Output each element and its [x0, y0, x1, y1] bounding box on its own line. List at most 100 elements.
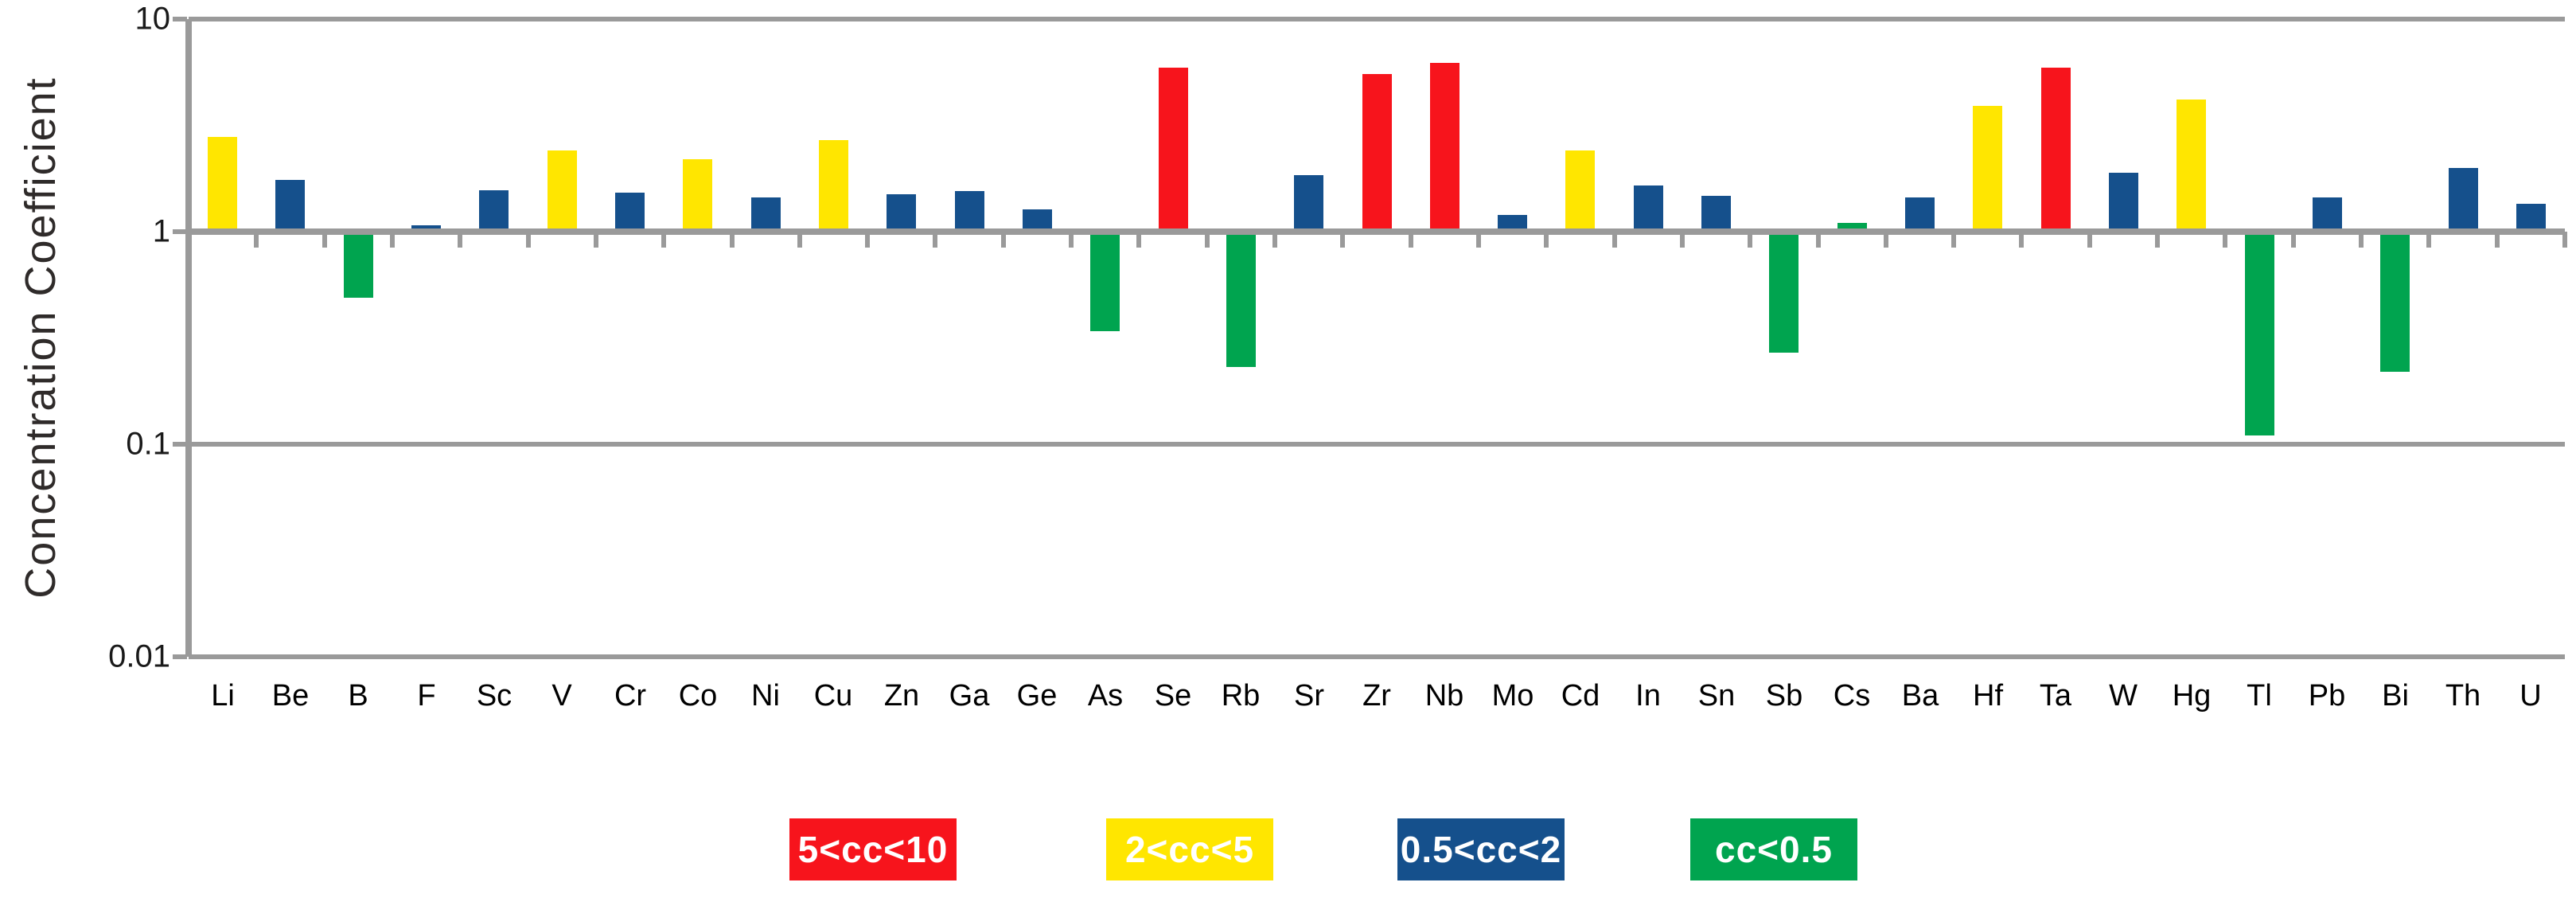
bar-Zn [887, 194, 916, 232]
x-tick [322, 232, 327, 248]
bar-Bi [2380, 232, 2410, 372]
x-tick [1272, 232, 1277, 248]
bar-Sb [1769, 232, 1799, 353]
x-label-B: B [348, 679, 368, 713]
x-label-Ba: Ba [1901, 679, 1939, 713]
x-tick [2562, 232, 2567, 248]
x-label-Cs: Cs [1833, 679, 1871, 713]
x-label-Mo: Mo [1491, 679, 1534, 713]
legend-item-yellow: 2<cc<5 [1106, 818, 1273, 880]
x-tick [1409, 232, 1413, 248]
bar-Ge [1023, 209, 1052, 232]
x-label-Cd: Cd [1561, 679, 1600, 713]
x-label-As: As [1087, 679, 1124, 713]
legend-item-blue: 0.5<cc<2 [1397, 818, 1565, 880]
x-tick [1816, 232, 1821, 248]
x-label-Sn: Sn [1697, 679, 1736, 713]
bar-Be [275, 180, 305, 232]
bar-Se [1159, 68, 1188, 232]
x-tick [2495, 232, 2500, 248]
x-tick [1951, 232, 1956, 248]
x-label-Ta: Ta [2039, 679, 2072, 713]
bar-Ba [1905, 197, 1935, 232]
bar-Zr [1362, 74, 1392, 232]
x-tick [1340, 232, 1345, 248]
x-tick [526, 232, 531, 248]
x-label-Rb: Rb [1221, 679, 1261, 713]
bar-Ta [2041, 68, 2071, 232]
x-label-Co: Co [678, 679, 718, 713]
gridline-0-1 [189, 442, 2565, 447]
y-tick-10 [173, 17, 187, 21]
y-axis-line [185, 19, 192, 657]
gridline-0-01 [189, 654, 2565, 659]
y-tick-0.01 [173, 654, 187, 659]
x-label-Hf: Hf [1973, 679, 2003, 713]
bar-Cs [1837, 223, 1867, 232]
legend-label: 5<cc<10 [797, 829, 949, 870]
x-label-Bi: Bi [2382, 679, 2409, 713]
y-axis-title: Concentration Coefficient [17, 76, 64, 599]
x-tick [458, 232, 462, 248]
legend-item-red: 5<cc<10 [789, 818, 957, 880]
legend-item-green: cc<0.5 [1690, 818, 1857, 880]
bar-Sr [1294, 175, 1323, 232]
x-tick [865, 232, 870, 248]
x-label-W: W [2109, 679, 2138, 713]
x-tick [933, 232, 937, 248]
x-label-U: U [2519, 679, 2542, 713]
bar-Cr [615, 193, 645, 232]
x-tick [2155, 232, 2160, 248]
bar-Th [2449, 168, 2478, 232]
x-tick [1069, 232, 1074, 248]
bar-Hg [2177, 100, 2206, 232]
x-label-Li: Li [211, 679, 235, 713]
x-tick [1205, 232, 1210, 248]
x-tick [1001, 232, 1006, 248]
y-tick-label-10: 10 [134, 1, 171, 37]
legend-label: 2<cc<5 [1124, 829, 1255, 870]
bar-Tl [2245, 232, 2274, 435]
bar-Ni [751, 197, 781, 232]
x-label-Zn: Zn [883, 679, 920, 713]
x-tick [390, 232, 395, 248]
x-label-Ga: Ga [949, 679, 990, 713]
bar-Rb [1226, 232, 1256, 367]
bar-Li [208, 137, 237, 232]
bar-Co [683, 159, 712, 232]
x-tick [2426, 232, 2431, 248]
x-label-Be: Be [271, 679, 310, 713]
y-tick-label-0.01: 0.01 [108, 638, 170, 674]
x-tick [661, 232, 666, 248]
x-label-F: F [417, 679, 436, 713]
y-tick-label-0.1: 0.1 [126, 426, 170, 462]
x-tick [1884, 232, 1888, 248]
x-tick [1476, 232, 1481, 248]
bar-Pb [2313, 197, 2342, 232]
bar-V [548, 150, 577, 232]
x-label-Sc: Sc [476, 679, 512, 713]
x-tick [254, 232, 259, 248]
bar-Ga [955, 191, 984, 232]
legend-label: 0.5<cc<2 [1400, 829, 1562, 870]
bar-W [2109, 173, 2138, 232]
x-tick [1544, 232, 1549, 248]
y-tick-label-1: 1 [152, 213, 170, 249]
x-tick [2291, 232, 2296, 248]
x-label-Ni: Ni [751, 679, 780, 713]
bar-As [1090, 232, 1120, 331]
x-label-Zr: Zr [1362, 679, 1391, 713]
x-label-Nb: Nb [1424, 679, 1464, 713]
x-axis-line [189, 228, 2565, 235]
x-tick [1612, 232, 1617, 248]
x-tick [2087, 232, 2092, 248]
bar-Hf [1973, 106, 2002, 232]
x-tick [2359, 232, 2364, 248]
x-tick [730, 232, 735, 248]
x-tick [186, 232, 191, 248]
bar-U [2516, 204, 2546, 232]
x-tick [2223, 232, 2227, 248]
bar-In [1634, 185, 1663, 232]
x-label-Se: Se [1154, 679, 1192, 713]
